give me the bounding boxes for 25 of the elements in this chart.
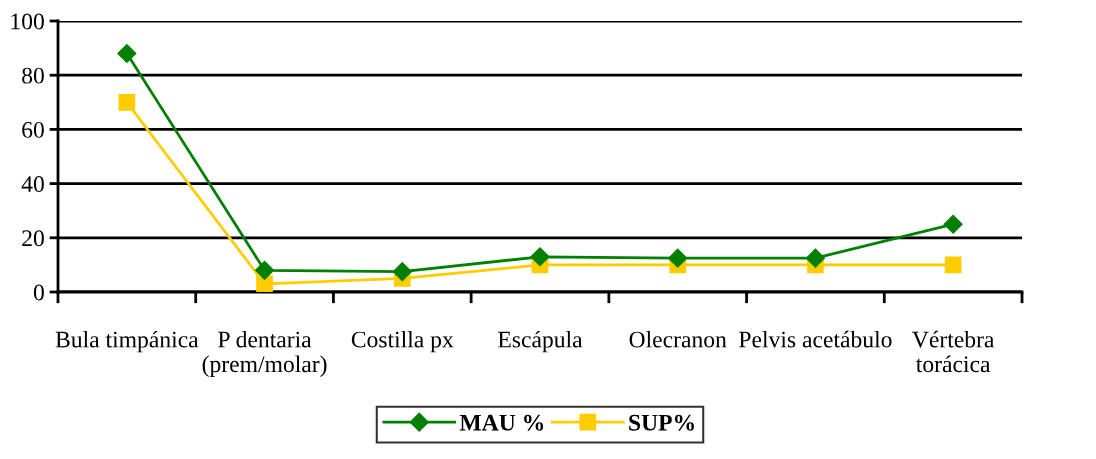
point <box>255 260 275 280</box>
y-tick-label: 40 <box>21 176 44 193</box>
point <box>256 275 273 292</box>
y-tick-label: 80 <box>22 67 44 84</box>
y-tick-label: 0 <box>33 284 44 301</box>
x-tick-label: Bula timpánica <box>55 330 199 353</box>
y-tick-label: 60 <box>22 121 44 138</box>
point <box>668 248 688 268</box>
point <box>944 256 962 274</box>
point <box>805 248 825 268</box>
y-tick-label: 20 <box>22 230 44 247</box>
y-tick-label: 100 <box>11 13 44 30</box>
legend-label: SUP% <box>629 414 694 431</box>
x-tick-label: Pelvis acetábulo <box>739 330 892 348</box>
x-tick-label: Costilla px <box>351 330 454 353</box>
x-tick-label: Olecranon <box>629 330 727 348</box>
point <box>117 43 137 64</box>
legend-label: MAU % <box>459 414 544 431</box>
point <box>118 93 136 111</box>
x-tick-label: Vértebra torácica <box>912 330 995 373</box>
point <box>392 262 412 282</box>
point <box>530 247 550 267</box>
point <box>943 214 963 234</box>
x-tick-label: Escápula <box>498 330 583 353</box>
x-tick-label: P dentaria (prem/molar) <box>202 330 327 377</box>
